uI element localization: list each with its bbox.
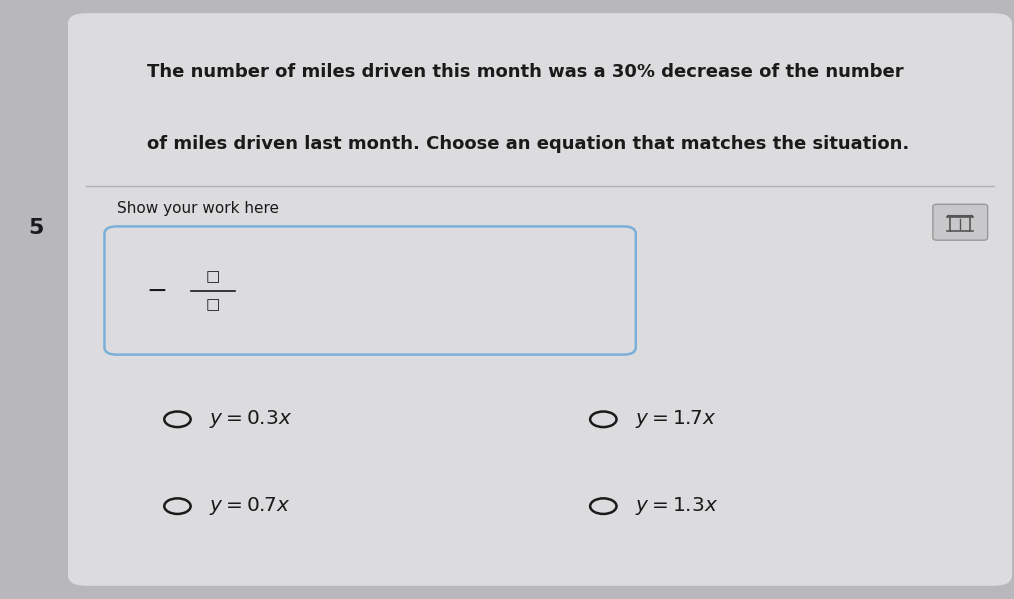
Text: −: − xyxy=(147,279,167,302)
Text: of miles driven last month. Choose an equation that matches the situation.: of miles driven last month. Choose an eq… xyxy=(147,135,910,153)
Text: $\mathit{y}=1.3\mathit{x}$: $\mathit{y}=1.3\mathit{x}$ xyxy=(635,495,718,517)
Text: The number of miles driven this month was a 30% decrease of the number: The number of miles driven this month wa… xyxy=(147,63,903,81)
Text: □: □ xyxy=(206,297,220,312)
Text: $\mathit{y}=0.3\mathit{x}$: $\mathit{y}=0.3\mathit{x}$ xyxy=(209,409,292,430)
Text: □: □ xyxy=(206,269,220,284)
FancyBboxPatch shape xyxy=(68,13,1012,586)
FancyBboxPatch shape xyxy=(933,204,988,240)
Text: Show your work here: Show your work here xyxy=(117,201,279,216)
Text: $\mathit{y}=1.7\mathit{x}$: $\mathit{y}=1.7\mathit{x}$ xyxy=(635,409,717,430)
FancyBboxPatch shape xyxy=(104,226,636,355)
Text: 5: 5 xyxy=(27,217,44,238)
Text: $\mathit{y}=0.7\mathit{x}$: $\mathit{y}=0.7\mathit{x}$ xyxy=(209,495,291,517)
